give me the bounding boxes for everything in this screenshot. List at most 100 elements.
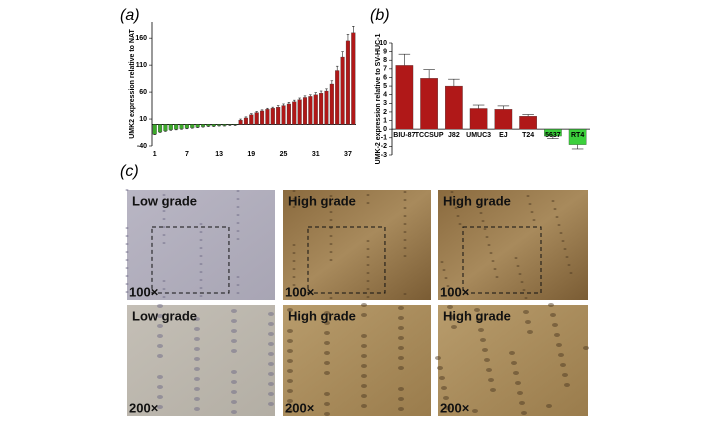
nucleus (516, 265, 520, 267)
nucleus (162, 202, 166, 204)
bar (158, 124, 163, 133)
y-tick-label: 160 (135, 35, 147, 42)
nucleus (398, 387, 404, 391)
nucleus (268, 322, 274, 326)
y-tick-label: -3 (381, 152, 387, 159)
bar (152, 124, 157, 135)
nucleus (157, 354, 163, 358)
bar (420, 78, 438, 130)
nucleus (292, 268, 296, 270)
bar (276, 107, 281, 125)
nucleus (268, 332, 274, 336)
nucleus (194, 397, 200, 401)
bar (335, 70, 340, 125)
nucleus (292, 190, 296, 192)
bar (568, 129, 587, 145)
nucleus (555, 216, 559, 218)
nucleus (324, 351, 330, 355)
y-tick-label: 4 (383, 92, 387, 99)
nucleus (447, 305, 453, 309)
nucleus (157, 405, 163, 409)
nucleus (199, 247, 203, 249)
nucleus (231, 339, 237, 343)
nucleus (231, 400, 237, 404)
nucleus (361, 313, 367, 317)
nucleus (398, 407, 404, 411)
nucleus (292, 244, 296, 246)
nucleus (565, 256, 569, 258)
nucleus (199, 295, 203, 297)
bar (217, 124, 222, 126)
nucleus (125, 227, 129, 229)
nucleus (324, 331, 330, 335)
magnification-label: 200× (285, 400, 315, 415)
nucleus (561, 240, 565, 242)
panel-label: (c) (120, 163, 139, 180)
nucleus (324, 371, 330, 375)
nucleus (456, 215, 460, 217)
y-tick-label: 9 (383, 48, 387, 55)
nucleus (287, 349, 293, 353)
x-tick-label: 5637 (545, 132, 561, 139)
nucleus (546, 404, 552, 408)
x-tick-label: 13 (215, 151, 223, 158)
bar (249, 114, 254, 125)
nucleus (398, 356, 404, 360)
magnification-label: 100× (285, 284, 315, 299)
nucleus (403, 293, 407, 295)
nucleus (563, 248, 567, 250)
nucleus (268, 312, 274, 316)
panel-label: (b) (370, 7, 390, 24)
nucleus (361, 394, 367, 398)
bar (168, 124, 173, 130)
x-tick-label: 37 (344, 151, 352, 158)
bar (319, 93, 324, 125)
nucleus (361, 354, 367, 358)
nucleus (162, 242, 166, 244)
bar (211, 124, 216, 127)
nucleus (398, 336, 404, 340)
y-tick-label: 8 (383, 57, 387, 64)
bar (260, 110, 265, 125)
nucleus (194, 327, 200, 331)
nucleus (125, 235, 129, 237)
bar (222, 124, 227, 126)
nucleus (493, 268, 497, 270)
nucleus (583, 346, 589, 350)
nucleus (487, 244, 491, 246)
bar (195, 124, 200, 128)
nucleus (236, 198, 240, 200)
bar (395, 65, 414, 130)
nucleus (437, 366, 443, 370)
nucleus (287, 409, 293, 413)
nucleus (403, 215, 407, 217)
nucleus (324, 361, 330, 365)
nucleus (440, 261, 444, 263)
bar (233, 124, 238, 126)
nucleus (287, 359, 293, 363)
nucleus (125, 251, 129, 253)
grade-label: High grade (443, 193, 511, 208)
y-tick-label: 10 (139, 116, 147, 123)
x-tick-label: 7 (185, 151, 189, 158)
magnification-label: 200× (129, 400, 159, 415)
nucleus (403, 199, 407, 201)
bar (270, 108, 275, 125)
nucleus (403, 255, 407, 257)
nucleus (530, 211, 534, 213)
nucleus (329, 235, 333, 237)
nucleus (482, 348, 488, 352)
tissue-image (438, 305, 588, 416)
nucleus (564, 383, 570, 387)
nucleus (451, 325, 457, 329)
nucleus (444, 277, 448, 279)
nucleus (523, 310, 529, 314)
bar (292, 101, 297, 125)
nucleus (157, 334, 163, 338)
nucleus (324, 321, 330, 325)
nucleus (559, 232, 563, 234)
x-tick-label: UMUC3 (466, 132, 491, 139)
nucleus (532, 219, 536, 221)
nucleus (398, 316, 404, 320)
